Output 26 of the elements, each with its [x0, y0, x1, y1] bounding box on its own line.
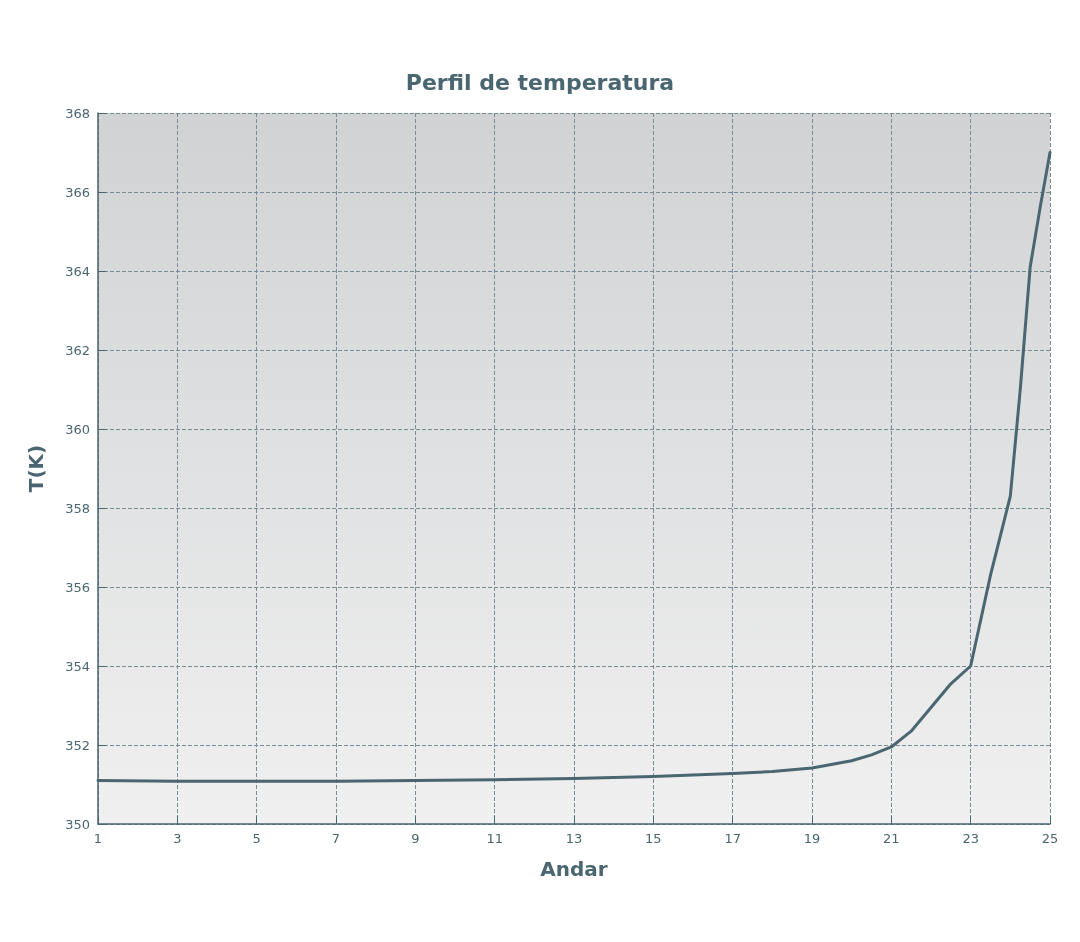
- x-tick-label: 11: [486, 831, 503, 846]
- x-tick-label: 23: [962, 831, 979, 846]
- y-tick-label: 354: [65, 658, 90, 674]
- x-axis-title: Andar: [540, 857, 608, 881]
- x-tick-label: 3: [173, 831, 182, 846]
- y-tick-label: 360: [65, 421, 90, 437]
- x-tick-label: 13: [565, 831, 583, 846]
- x-tick-label: 19: [803, 831, 821, 846]
- x-tick-label: 9: [411, 831, 420, 846]
- chart-title: Perfil de temperatura: [405, 69, 675, 95]
- y-tick-label: 352: [65, 737, 90, 753]
- y-tick-label: 362: [65, 342, 90, 358]
- y-tick-label: 358: [65, 500, 90, 516]
- x-tick-label: 5: [252, 831, 261, 846]
- x-tick-label: 7: [331, 831, 341, 846]
- x-tick-label: 17: [724, 831, 741, 846]
- x-tick-label: 1: [93, 831, 103, 846]
- y-tick-label: 366: [65, 184, 90, 200]
- x-tick-label: 21: [883, 831, 900, 846]
- y-axis-title: T(K): [24, 444, 48, 493]
- y-tick-label: 368: [65, 105, 90, 121]
- y-tick-label: 364: [65, 263, 90, 279]
- x-tick-label: 15: [645, 831, 662, 846]
- y-tick-label: 350: [65, 816, 90, 832]
- y-tick-label: 356: [65, 579, 90, 595]
- x-tick-label: 25: [1041, 831, 1059, 846]
